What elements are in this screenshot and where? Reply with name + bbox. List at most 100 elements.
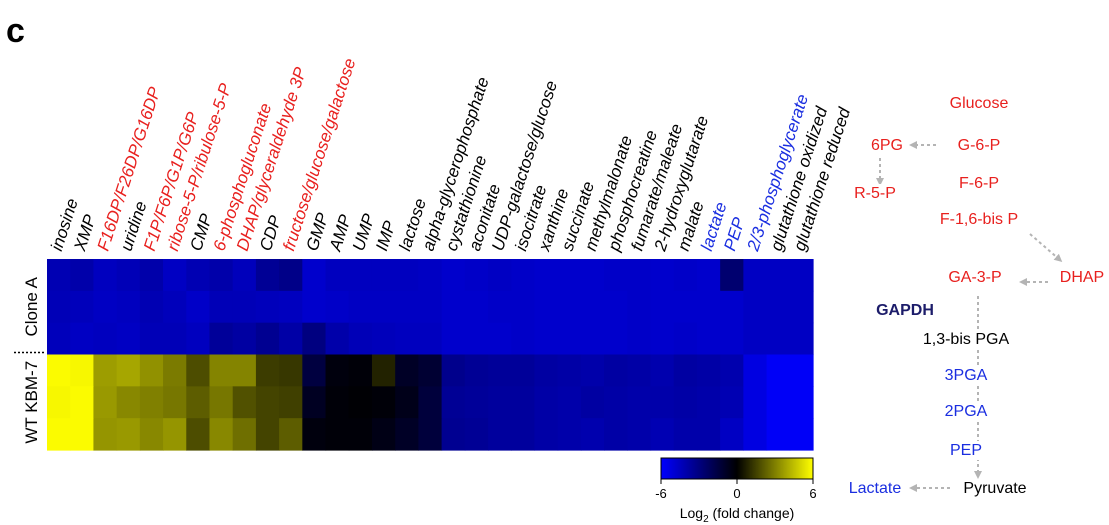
pathway-node-f16bp: F-1,6-bis P (940, 211, 1018, 228)
heatmap-cell (580, 418, 605, 451)
heatmap-cell (232, 354, 257, 387)
heatmap-cell (441, 354, 466, 387)
heatmap-cell (418, 290, 443, 324)
heatmap-cell (70, 386, 95, 419)
heatmap-cell (93, 290, 118, 324)
heatmap-cell (580, 259, 605, 292)
heatmap-cell (696, 259, 721, 292)
heatmap-cell (720, 259, 744, 292)
heatmap-cell (511, 322, 536, 356)
heatmap-cell (186, 290, 211, 324)
pathway-node-anchor (868, 136, 906, 155)
heatmap-cell (696, 354, 721, 387)
heatmap-cell (534, 290, 559, 324)
heatmap-cell (255, 290, 280, 324)
heatmap-cell (70, 290, 95, 324)
heatmap-cell (325, 418, 350, 451)
heatmap-cell (464, 418, 489, 451)
heatmap-cell (302, 386, 327, 419)
heatmap-cell (627, 290, 652, 324)
heatmap-cell (395, 290, 419, 324)
heatmap-cell (395, 259, 419, 292)
heatmap-cell (511, 386, 536, 419)
heatmap-cell (232, 386, 257, 419)
heatmap-cell (395, 322, 419, 356)
heatmap-cell (464, 322, 489, 356)
heatmap-cell (441, 418, 466, 451)
pathway-node-sixpg: 6PG (871, 137, 903, 154)
heatmap-cell (673, 354, 698, 387)
heatmap-cell (418, 322, 443, 356)
heatmap-cell (371, 259, 396, 292)
heatmap-cell (255, 322, 280, 356)
heatmap-cell (766, 259, 791, 292)
heatmap-cell (511, 418, 536, 451)
pathway-node-anchor (846, 479, 904, 498)
heatmap-cell (580, 322, 605, 356)
heatmap-cell (789, 354, 814, 387)
heatmap-cell (232, 290, 257, 324)
heatmap-cell (789, 259, 814, 292)
heatmap-cell (139, 322, 164, 356)
heatmap-cell (93, 259, 118, 292)
heatmap-cell (255, 259, 280, 292)
heatmap-cell (209, 259, 234, 292)
heatmap-cell (511, 290, 536, 324)
heatmap-cell (47, 354, 71, 387)
heatmap-cell (534, 322, 559, 356)
heatmap-cell (627, 386, 652, 419)
heatmap-cell (534, 354, 559, 387)
heatmap-cell (534, 259, 559, 292)
heatmap-cell (70, 259, 95, 292)
enzyme-label-gapdh: GAPDH (876, 302, 934, 319)
heatmap-cell (650, 322, 675, 356)
heatmap-cell (116, 290, 141, 324)
heatmap-cell (348, 259, 373, 292)
heatmap-cell (371, 386, 396, 419)
heatmap-cell (279, 259, 303, 292)
heatmap-cell (604, 290, 628, 324)
heatmap-cell (163, 418, 187, 451)
column-labels: inosineXMPF16DP/F26DP/G16DPuridineF1P/F6… (47, 56, 854, 254)
heatmap-cell (395, 418, 419, 451)
heatmap-cell (418, 354, 443, 387)
heatmap-cell (650, 354, 675, 387)
heatmap-cell (557, 418, 582, 451)
heatmap-cell (743, 354, 768, 387)
heatmap-cell (302, 259, 327, 292)
heatmap-cell (47, 418, 71, 451)
heatmap-cell (186, 418, 211, 451)
heatmap-cell (325, 259, 350, 292)
heatmap-cell (418, 259, 443, 292)
heatmap-cell (209, 386, 234, 419)
heatmap-cell (650, 290, 675, 324)
heatmap-cell (395, 386, 419, 419)
heatmap-cell (766, 354, 791, 387)
heatmap-cell (139, 418, 164, 451)
heatmap-cell (255, 386, 280, 419)
heatmap-cell (209, 290, 234, 324)
pathway-node-anchor (942, 366, 990, 385)
heatmap-cell (302, 354, 327, 387)
heatmap-cell (488, 386, 512, 419)
pathway-node-pep: PEP (950, 442, 982, 459)
colorbar-tick-label: 0 (733, 486, 740, 501)
pathway-node-lactate: Lactate (849, 480, 902, 497)
heatmap-cell (557, 259, 582, 292)
heatmap-cell (93, 354, 118, 387)
heatmap-cell (186, 354, 211, 387)
heatmap-cell (209, 322, 234, 356)
heatmap-cell (70, 354, 95, 387)
pathway-node-anchor (946, 268, 1004, 287)
heatmap-cell (47, 386, 71, 419)
pathway-node-glucose: Glucose (950, 95, 1009, 112)
heatmap-cell (743, 259, 768, 292)
heatmap-cell (464, 354, 489, 387)
heatmap-cell (441, 290, 466, 324)
row-labels: Clone A WT KBM-7 (22, 276, 41, 443)
heatmap-cell (371, 418, 396, 451)
pathway-node-anchor (947, 441, 985, 460)
pathway-node-anchor (852, 184, 898, 203)
heatmap-cell (766, 322, 791, 356)
pathway-node-bpga: 1,3-bis PGA (923, 331, 1010, 348)
